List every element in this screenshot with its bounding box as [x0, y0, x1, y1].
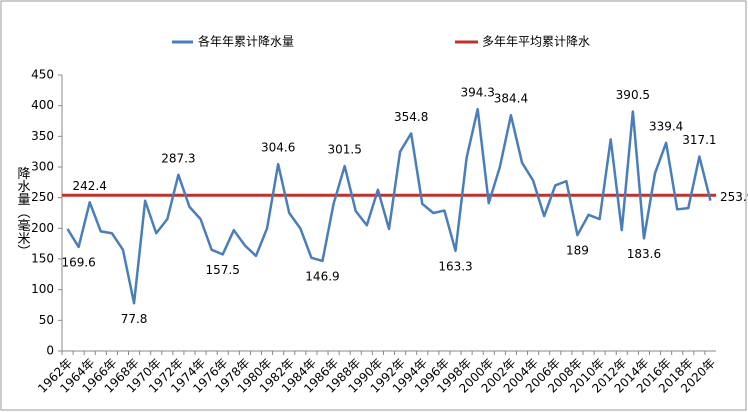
y-tick-label: 250 — [31, 190, 54, 204]
y-tick-label: 50 — [39, 313, 54, 327]
data-label: 394.3 — [460, 86, 494, 100]
data-line — [66, 107, 712, 305]
data-label: 169.6 — [61, 255, 95, 269]
data-label: 339.4 — [649, 119, 683, 133]
data-label: 157.5 — [206, 263, 240, 277]
y-axis-title: 降水量（毫米） — [15, 167, 31, 258]
data-label: 146.9 — [305, 269, 339, 283]
data-label: 384.4 — [494, 92, 528, 106]
average-label: 253.9 — [720, 190, 748, 204]
data-label: 183.6 — [627, 247, 661, 261]
y-tick-label: 400 — [31, 98, 54, 112]
y-tick-label: 0 — [46, 344, 54, 358]
y-tick-label: 450 — [31, 68, 54, 82]
y-tick-label: 200 — [31, 221, 54, 235]
y-tick-label: 300 — [31, 160, 54, 174]
data-label: 317.1 — [682, 133, 716, 147]
data-label: 242.4 — [73, 179, 107, 193]
data-label: 390.5 — [616, 88, 650, 102]
data-label: 189 — [566, 244, 589, 258]
data-label: 287.3 — [161, 151, 195, 165]
y-tick-label: 350 — [31, 129, 54, 143]
y-tick-label: 150 — [31, 252, 54, 266]
data-label: 77.8 — [121, 312, 148, 326]
legend-label: 多年年平均累计降水 — [482, 35, 590, 49]
y-tick-label: 100 — [31, 282, 54, 296]
data-label: 163.3 — [438, 259, 472, 273]
data-label: 304.6 — [261, 141, 295, 155]
data-label: 354.8 — [394, 110, 428, 124]
data-label: 301.5 — [327, 143, 361, 157]
legend-label: 各年年累计降水量 — [198, 34, 294, 49]
